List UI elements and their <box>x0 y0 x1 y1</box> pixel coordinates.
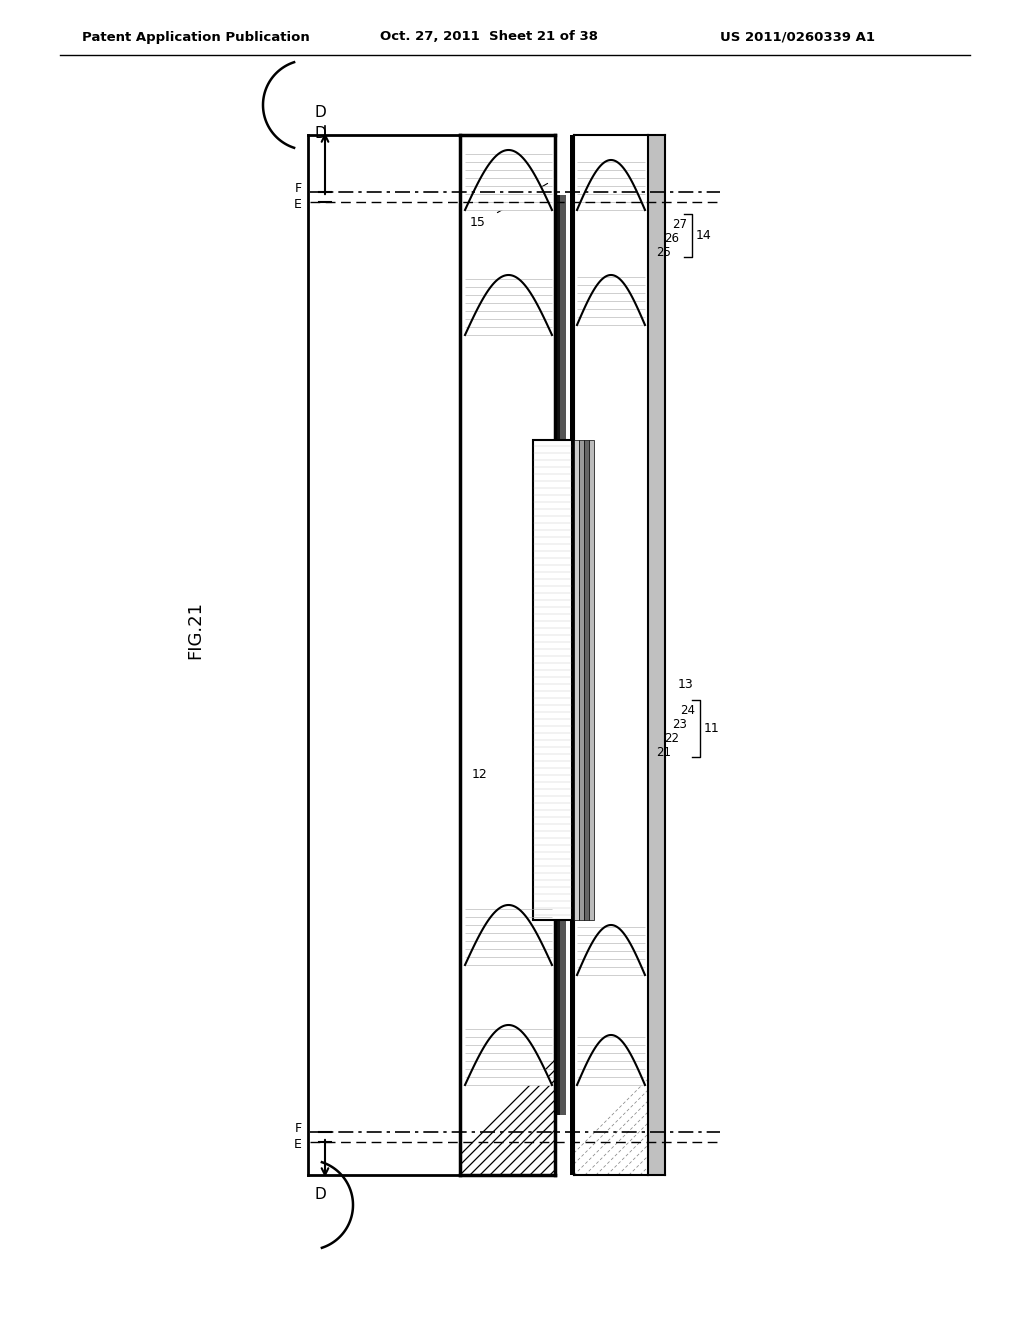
Text: 16: 16 <box>560 609 575 622</box>
Polygon shape <box>577 925 645 975</box>
Polygon shape <box>465 275 552 335</box>
Bar <box>648 135 665 1175</box>
Polygon shape <box>465 150 552 210</box>
Bar <box>308 135 460 1175</box>
Polygon shape <box>465 1026 552 1085</box>
Polygon shape <box>465 1026 552 1085</box>
Text: 15: 15 <box>470 215 485 228</box>
Text: 12: 12 <box>472 768 487 781</box>
Polygon shape <box>577 925 645 975</box>
Polygon shape <box>577 1035 645 1085</box>
Bar <box>560 195 566 1115</box>
Polygon shape <box>465 906 552 965</box>
Text: FIG.21: FIG.21 <box>186 601 204 659</box>
Text: Patent Application Publication: Patent Application Publication <box>82 30 309 44</box>
Bar <box>579 440 584 920</box>
Text: 23: 23 <box>672 718 687 730</box>
Polygon shape <box>577 275 645 325</box>
Text: E: E <box>294 1138 302 1151</box>
Text: 16A: 16A <box>560 589 583 602</box>
Bar <box>574 135 648 1175</box>
Bar <box>534 440 572 920</box>
Polygon shape <box>577 275 645 325</box>
Polygon shape <box>577 1035 645 1085</box>
Text: 21: 21 <box>656 746 671 759</box>
Text: F: F <box>295 182 302 195</box>
Text: 14: 14 <box>696 228 712 242</box>
Text: 13: 13 <box>678 678 693 692</box>
Text: 26: 26 <box>664 231 679 244</box>
Text: F: F <box>295 1122 302 1135</box>
Polygon shape <box>465 906 552 965</box>
Bar <box>574 440 579 920</box>
Text: 22: 22 <box>664 731 679 744</box>
Text: 11: 11 <box>705 722 720 735</box>
Bar <box>555 195 560 1115</box>
Text: 24: 24 <box>680 704 695 717</box>
Text: US 2011/0260339 A1: US 2011/0260339 A1 <box>720 30 874 44</box>
Polygon shape <box>465 150 552 210</box>
Polygon shape <box>577 160 645 210</box>
Bar <box>460 135 555 1175</box>
Bar <box>584 440 589 920</box>
Polygon shape <box>577 160 645 210</box>
Bar <box>570 135 574 1175</box>
Text: D: D <box>314 1187 326 1203</box>
Text: 25: 25 <box>656 246 671 259</box>
Text: 27: 27 <box>672 218 687 231</box>
Text: D: D <box>314 106 326 120</box>
Bar <box>589 440 594 920</box>
Polygon shape <box>465 275 552 335</box>
Text: D: D <box>314 125 326 141</box>
Text: E: E <box>294 198 302 211</box>
Text: Oct. 27, 2011  Sheet 21 of 38: Oct. 27, 2011 Sheet 21 of 38 <box>380 30 598 44</box>
